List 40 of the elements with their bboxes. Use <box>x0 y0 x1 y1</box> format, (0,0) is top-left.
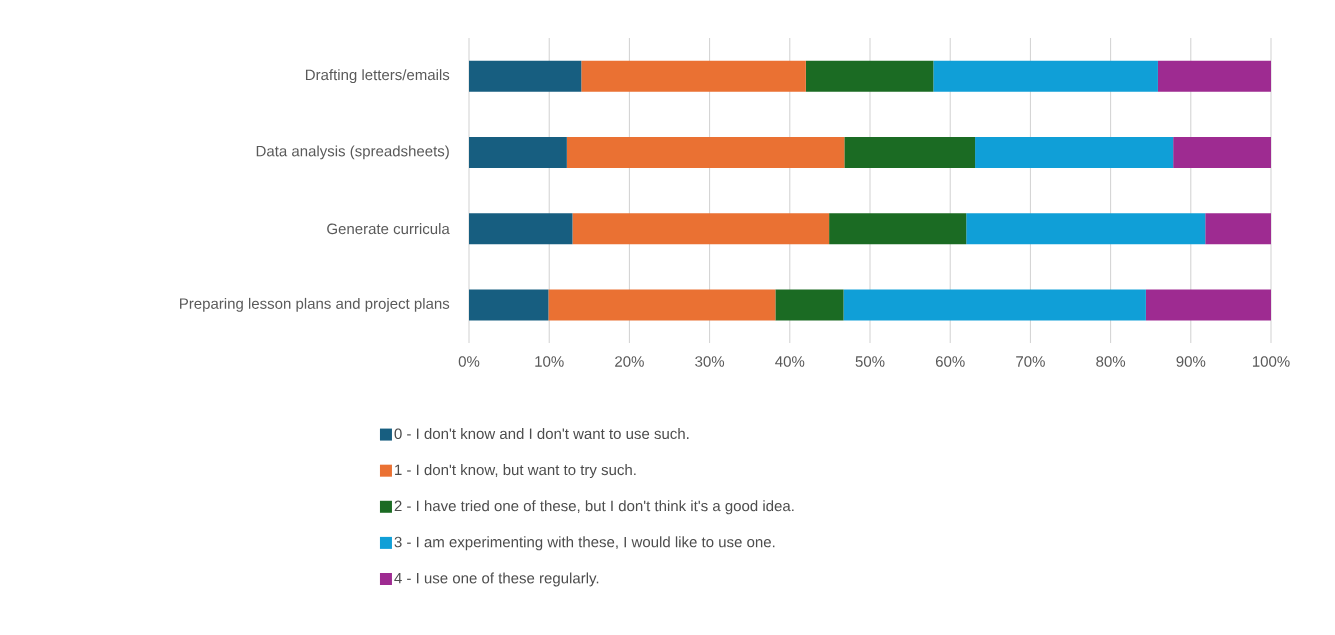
bar <box>548 289 776 321</box>
legend-label: 4 - I use one of these regularly. <box>394 572 599 587</box>
y-tick-label: Generate curricula <box>327 223 450 235</box>
x-tick-label: 10% <box>535 356 564 367</box>
bar <box>843 289 1146 321</box>
bar <box>469 60 582 92</box>
bar <box>844 136 976 168</box>
bar <box>1145 289 1272 321</box>
x-tick-label: 70% <box>1016 356 1045 367</box>
x-tick-label: 50% <box>855 356 885 367</box>
x-tick-label: 80% <box>1096 356 1126 367</box>
bar <box>829 213 967 245</box>
bar <box>469 289 549 321</box>
bar <box>933 60 1158 92</box>
x-tick-label: 30% <box>695 356 725 367</box>
bar <box>581 60 806 92</box>
bar <box>566 136 845 168</box>
bar <box>469 136 567 168</box>
bar <box>1173 136 1272 168</box>
bar <box>469 213 573 245</box>
legend-label: 1 - I don't know, but want to try such. <box>395 464 636 479</box>
legend-label: 2 - I have tried one of these, but I don't think it's a good idea. <box>394 500 794 515</box>
y-tick-label: Data analysis (spreadsheets) <box>256 145 449 160</box>
x-tick-label: 90% <box>1176 356 1206 367</box>
bar <box>1157 60 1272 92</box>
bar <box>572 213 830 245</box>
x-tick-label: 0% <box>458 356 480 367</box>
x-tick-label: 60% <box>935 356 965 367</box>
y-tick-label: Drafting letters/emails <box>305 69 450 84</box>
bar <box>1205 213 1272 245</box>
y-tick-label: Preparing lesson plans and project plans <box>180 297 450 312</box>
x-tick-label: 40% <box>775 356 805 367</box>
bar <box>805 60 934 92</box>
bar <box>966 213 1206 245</box>
legend-label: 0 - I don't know and I don't want to use such. <box>394 428 689 440</box>
legend-label: 3 - I am experimenting with these, I would like to use one. <box>394 536 775 551</box>
x-tick-label: 20% <box>615 356 644 367</box>
bar <box>775 289 844 321</box>
x-tick-label: 100% <box>1252 356 1290 367</box>
bar <box>975 136 1174 168</box>
